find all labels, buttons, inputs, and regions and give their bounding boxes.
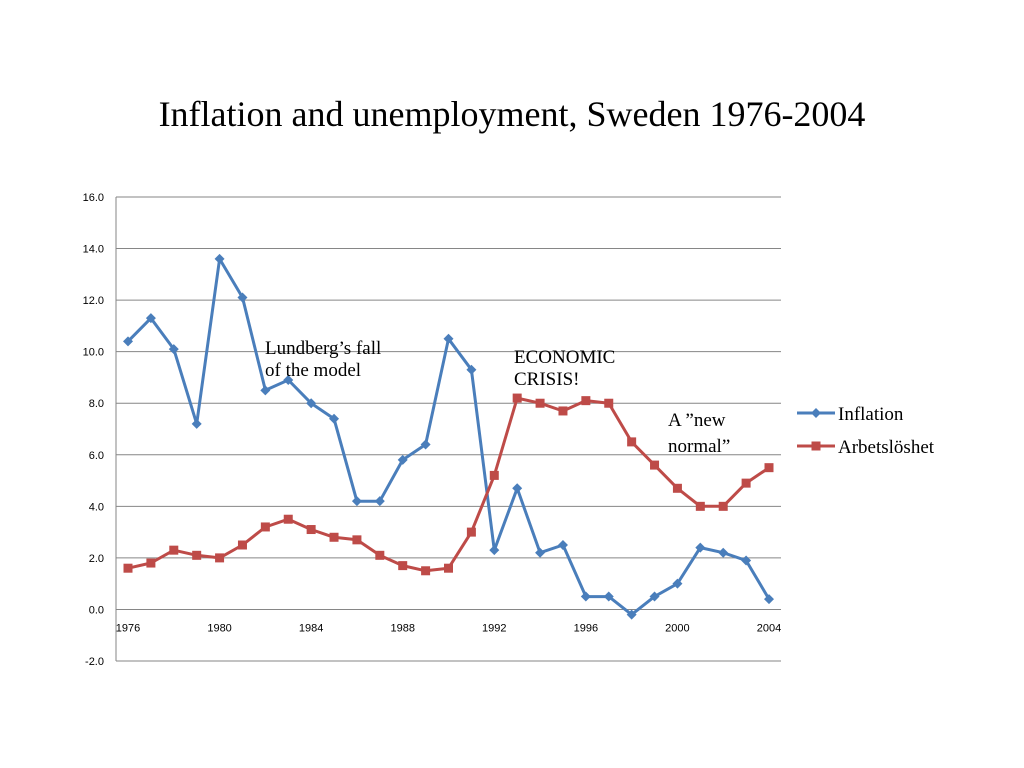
data-point-inflation [512, 483, 523, 494]
data-point-unemployment [283, 514, 293, 524]
data-point-unemployment [306, 525, 316, 535]
data-point-inflation [672, 578, 683, 589]
y-tick-label: 16.0 [83, 192, 104, 204]
legend-label: Arbetslöshet [838, 437, 935, 458]
annotation-text: Lundberg’s fall [265, 338, 381, 359]
legend-label: Inflation [838, 404, 904, 425]
annotation-text: CRISIS! [514, 369, 579, 390]
data-point-unemployment [581, 396, 591, 406]
data-point-unemployment [695, 501, 705, 511]
data-point-inflation [168, 344, 179, 355]
data-point-inflation [649, 591, 660, 602]
y-tick-label: 14.0 [83, 244, 104, 256]
data-point-unemployment [215, 553, 225, 563]
data-point-unemployment [535, 398, 545, 408]
x-tick-label: 1996 [574, 622, 598, 634]
data-point-inflation [626, 609, 637, 620]
data-point-unemployment [444, 563, 453, 573]
data-point-unemployment [558, 406, 568, 416]
y-tick-label: 0.0 [89, 604, 104, 616]
y-tick-label: 8.0 [89, 398, 104, 410]
data-point-inflation [260, 385, 271, 396]
chart-title: Inflation and unemployment, Sweden 1976-… [158, 94, 866, 134]
data-point-inflation [237, 292, 248, 303]
x-tick-label: 1984 [299, 622, 323, 634]
data-point-unemployment [604, 398, 614, 408]
x-tick-label: 2004 [757, 622, 781, 634]
x-tick-label: 1988 [390, 622, 414, 634]
data-point-inflation [214, 253, 225, 264]
data-point-unemployment [329, 532, 339, 542]
data-point-unemployment [375, 550, 385, 560]
data-point-inflation [145, 313, 156, 324]
data-point-inflation [580, 591, 591, 602]
data-point-inflation [764, 594, 774, 605]
data-point-unemployment [398, 561, 408, 571]
data-point-inflation [489, 545, 500, 556]
x-tick-label: 1980 [207, 622, 231, 634]
data-point-unemployment [146, 558, 156, 568]
y-tick-label: 4.0 [89, 501, 104, 513]
data-point-unemployment [627, 437, 637, 447]
annotation-text: A ”new [668, 410, 726, 431]
data-point-unemployment [466, 527, 476, 537]
data-point-unemployment [421, 566, 431, 576]
data-point-unemployment [192, 550, 202, 560]
annotation-text: normal” [668, 436, 730, 457]
data-point-unemployment [237, 540, 247, 550]
data-point-unemployment [672, 483, 682, 493]
y-tick-label: 12.0 [83, 295, 104, 307]
data-point-unemployment [169, 545, 179, 555]
data-point-unemployment [718, 501, 728, 511]
x-tick-label: 2000 [665, 622, 689, 634]
data-point-inflation [420, 439, 431, 450]
annotation-text: ECONOMIC [514, 347, 615, 368]
data-point-unemployment [741, 478, 751, 488]
legend-marker-diamond [811, 408, 821, 418]
y-tick-label: 6.0 [89, 450, 104, 462]
data-point-unemployment [123, 563, 133, 573]
data-point-unemployment [489, 470, 499, 480]
data-point-inflation [306, 398, 317, 409]
data-point-unemployment [650, 460, 660, 470]
data-point-inflation [603, 591, 614, 602]
data-point-inflation [443, 333, 454, 344]
x-tick-label: 1992 [482, 622, 506, 634]
data-point-inflation [557, 540, 568, 550]
data-point-inflation [283, 375, 294, 386]
x-tick-label: 1976 [116, 622, 140, 634]
data-point-inflation [695, 542, 706, 553]
data-point-unemployment [260, 522, 270, 532]
data-point-inflation [741, 555, 752, 566]
data-point-inflation [718, 547, 729, 558]
y-tick-label: 10.0 [83, 347, 104, 359]
data-point-unemployment [512, 393, 522, 403]
data-point-unemployment [764, 463, 774, 473]
data-point-unemployment [352, 535, 362, 545]
data-point-inflation [374, 496, 385, 507]
data-point-inflation [466, 364, 477, 375]
data-point-inflation [397, 454, 408, 465]
annotation-text: of the model [265, 360, 361, 381]
legend-marker-square [811, 441, 821, 451]
data-point-inflation [123, 336, 133, 347]
data-point-inflation [535, 547, 546, 558]
data-point-inflation [191, 418, 202, 429]
y-tick-label: -2.0 [85, 656, 104, 668]
data-point-inflation [329, 413, 340, 424]
data-point-inflation [351, 496, 362, 507]
y-tick-label: 2.0 [89, 553, 104, 565]
